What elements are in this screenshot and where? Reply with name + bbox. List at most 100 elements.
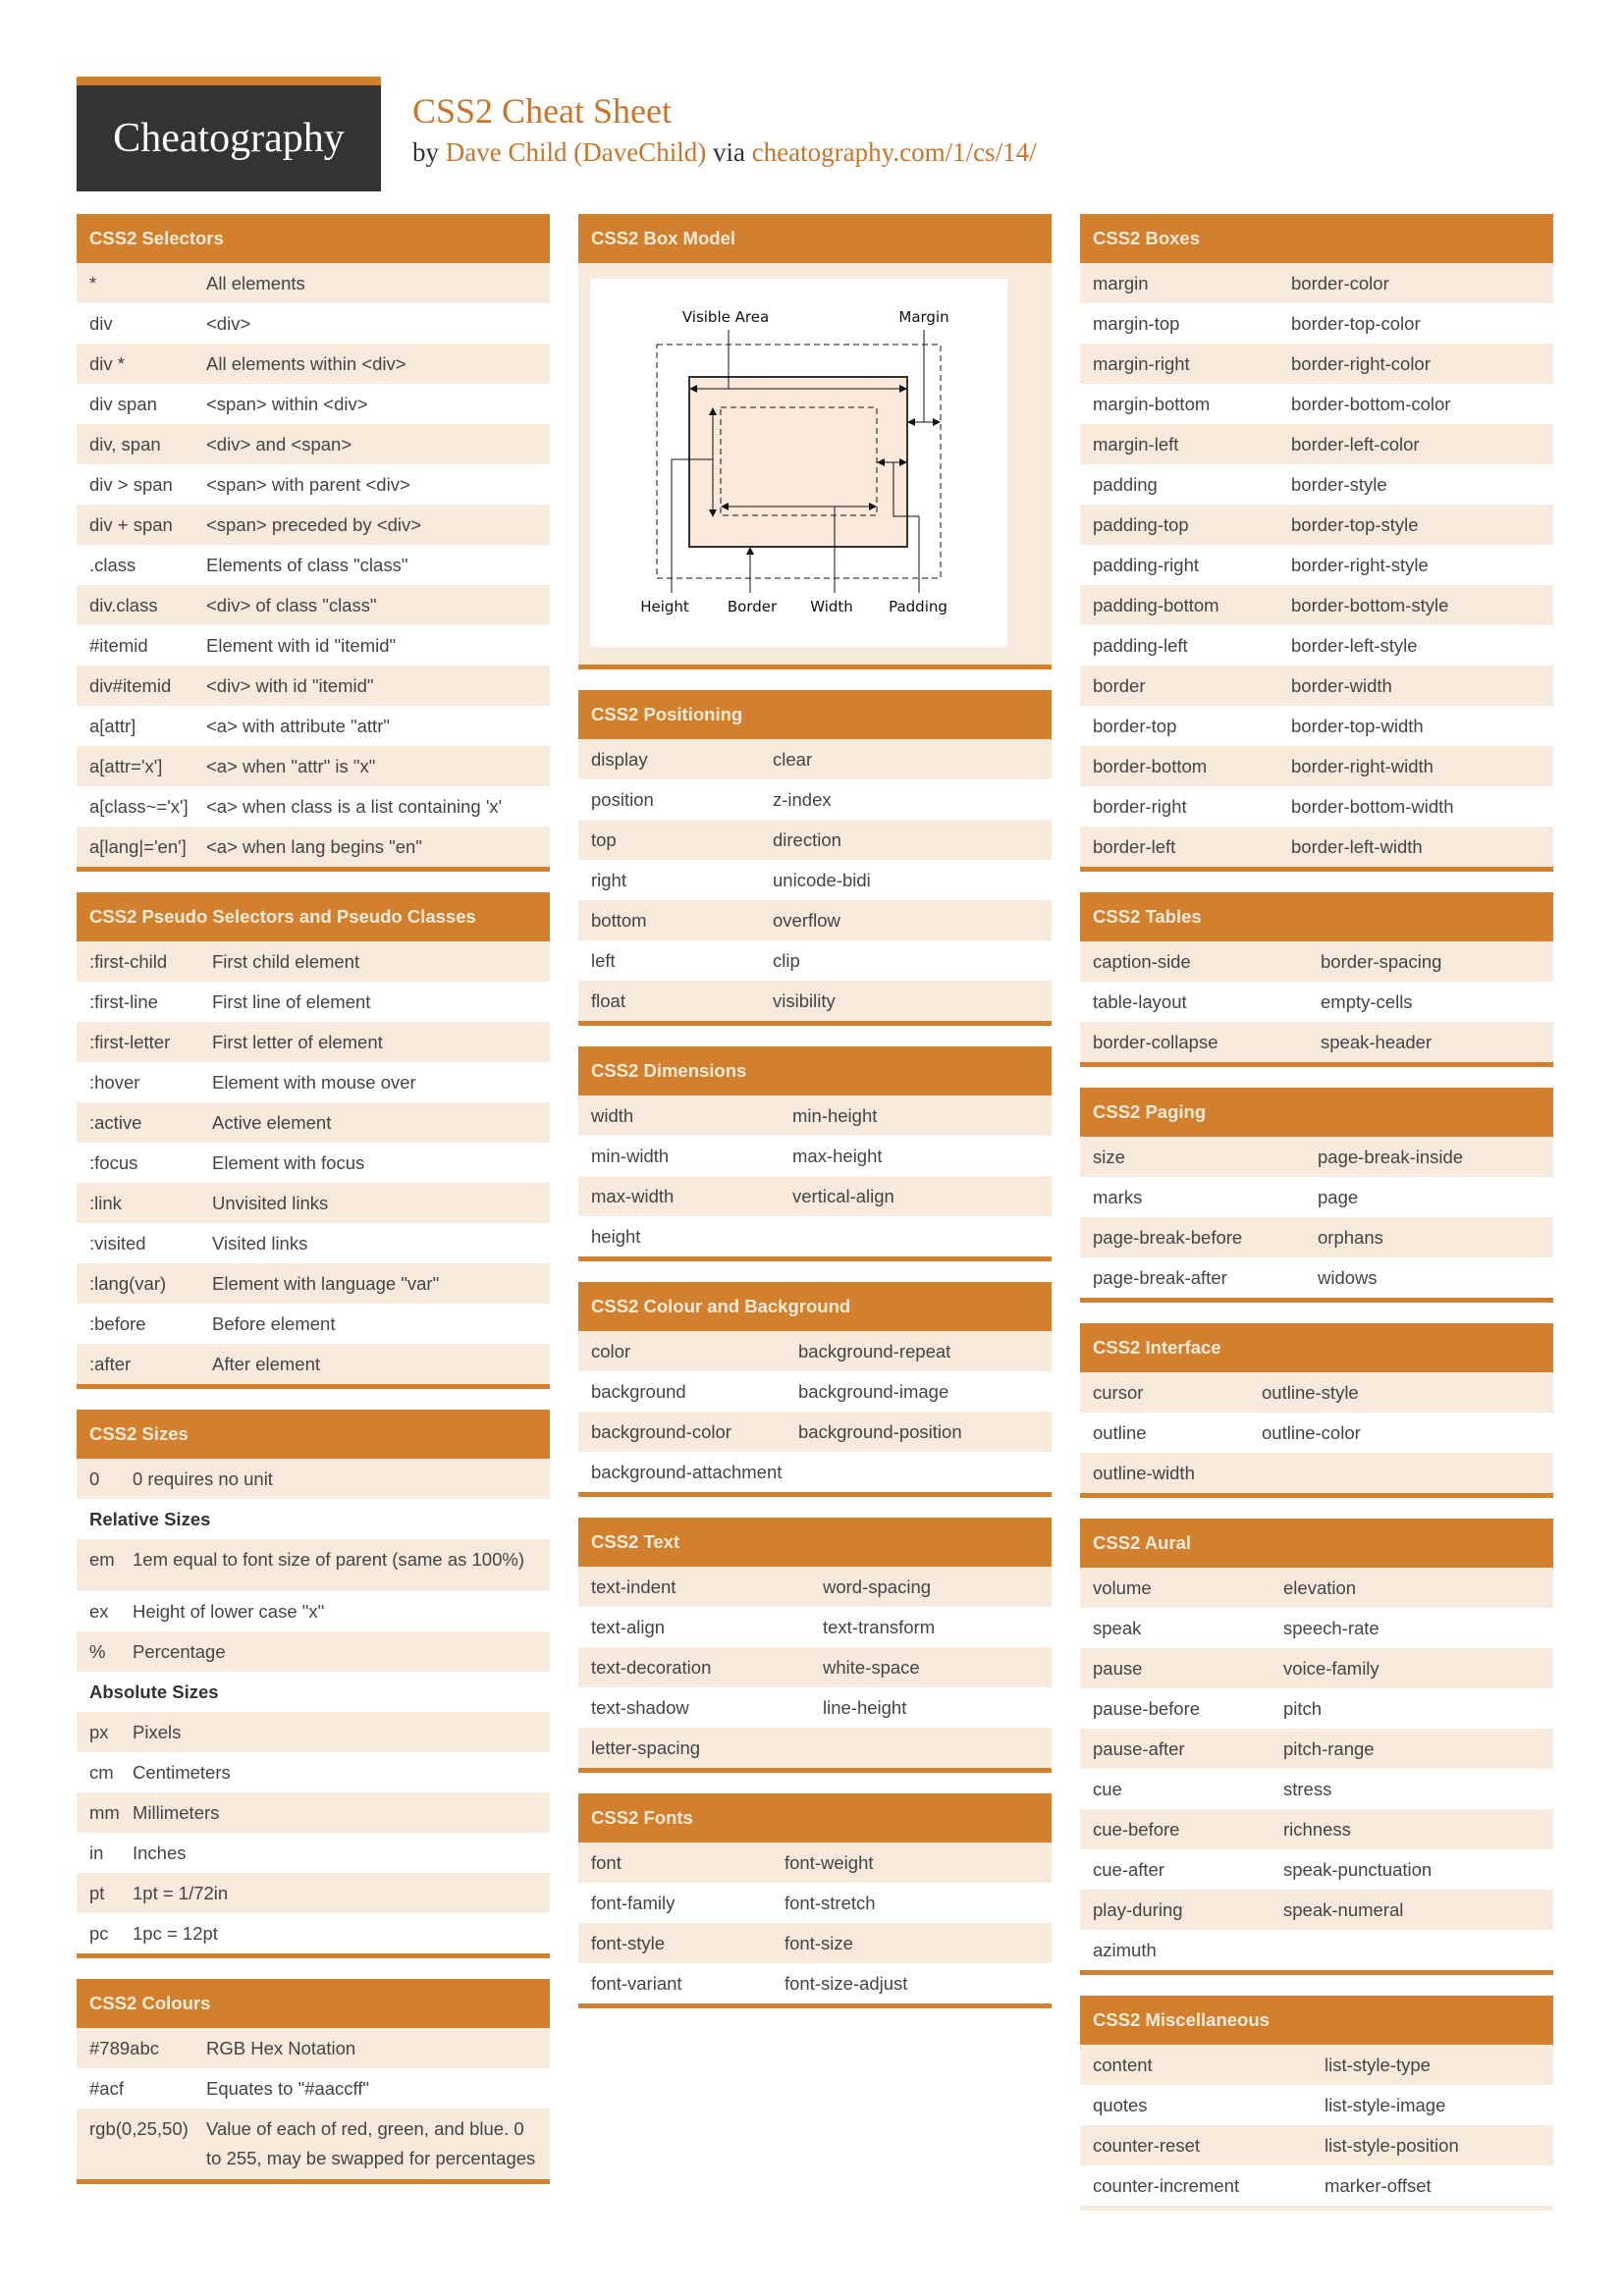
box-model-body: Visible Area Margin Height Border Width … bbox=[578, 263, 1052, 665]
table-row: ex Height of lower case "x" bbox=[77, 1591, 550, 1631]
row-key: :after bbox=[89, 1354, 132, 1374]
row-key: px bbox=[89, 1722, 109, 1742]
row-key: border bbox=[1093, 675, 1146, 696]
table-row: counter-reset list-style-position bbox=[1080, 2125, 1553, 2165]
table-row: counter-increment marker-offset bbox=[1080, 2165, 1553, 2206]
row-key: margin bbox=[1093, 273, 1149, 294]
row-value: Pixels bbox=[133, 1722, 182, 1742]
label-visible-area: Visible Area bbox=[682, 308, 769, 326]
row-value: 1em equal to font size of parent (same a… bbox=[133, 1549, 524, 1570]
row-key: font bbox=[591, 1852, 622, 1873]
section-css2-miscellaneous: CSS2 Miscellaneous content list-style-type… bbox=[1080, 1996, 1553, 2211]
row-value: 1pc = 12pt bbox=[133, 1923, 218, 1944]
row-key: font-style bbox=[591, 1933, 666, 1953]
row-value: page bbox=[1318, 1187, 1359, 1207]
row-value: <span> preceded by <div> bbox=[206, 514, 422, 535]
section-css2-boxes: CSS2 Boxes margin border-color margin-top bo… bbox=[1080, 214, 1553, 872]
table-row: a[lang|='en'] <a> when lang begins "en" bbox=[77, 827, 550, 867]
table-row: div <div> bbox=[77, 303, 550, 344]
padding-leader bbox=[893, 462, 920, 593]
row-key: max-width bbox=[591, 1186, 675, 1206]
row-value: orphans bbox=[1318, 1227, 1383, 1248]
table-row: background-attachment bbox=[578, 1452, 1052, 1492]
table-row: cursor outline-style bbox=[1080, 1372, 1553, 1413]
row-value: border-bottom-style bbox=[1291, 595, 1449, 615]
by-text: by bbox=[412, 137, 439, 167]
row-value bbox=[1325, 2206, 1553, 2211]
row-key: :lang(var) bbox=[89, 1273, 167, 1294]
row-key: div, span bbox=[89, 434, 161, 454]
row-key: outline bbox=[1093, 1422, 1147, 1443]
row-value: <div> bbox=[206, 313, 251, 334]
row-value: border-color bbox=[1291, 273, 1389, 294]
row-value: border-style bbox=[1291, 474, 1387, 495]
row-key: div * bbox=[89, 353, 125, 374]
table-row: left clip bbox=[578, 940, 1052, 981]
row-key: margin-right bbox=[1093, 353, 1190, 374]
row-key: azimuth bbox=[1093, 1940, 1157, 1960]
row-value: marker-offset bbox=[1325, 2175, 1432, 2196]
row-key: .class bbox=[89, 555, 136, 575]
table-row: div * All elements within <div> bbox=[77, 344, 550, 384]
sheet-url-link[interactable]: cheatography.com/1/cs/14/ bbox=[751, 137, 1037, 167]
row-value: empty-cells bbox=[1321, 991, 1413, 1012]
row-value: font-stretch bbox=[784, 1893, 876, 1913]
table-row: :lang(var) Element with language "var" bbox=[77, 1263, 550, 1304]
row-value: border-bottom-width bbox=[1291, 796, 1454, 817]
table-row: border-left border-left-width bbox=[1080, 827, 1553, 867]
column-3: CSS2 Boxes margin border-color margin-top bo… bbox=[1080, 214, 1553, 2211]
table-row: pause voice-family bbox=[1080, 1648, 1553, 1688]
table-row: border-bottom border-right-width bbox=[1080, 746, 1553, 786]
table-row: page-break-before orphans bbox=[1080, 1217, 1553, 1257]
row-value: 1pt = 1/72in bbox=[133, 1883, 229, 1903]
row-key: padding-right bbox=[1093, 555, 1199, 575]
row-key: size bbox=[1093, 1147, 1125, 1167]
table-row: div + span <span> preceded by <div> bbox=[77, 505, 550, 545]
row-key: page-break-after bbox=[1093, 1267, 1227, 1288]
table-row: margin-bottom border-bottom-color bbox=[1080, 384, 1553, 424]
row-key: border-right bbox=[1093, 796, 1187, 817]
row-key: :hover bbox=[89, 1072, 140, 1093]
table-row: text-align text-transform bbox=[578, 1607, 1052, 1647]
section-header: CSS2 Tables bbox=[1080, 892, 1553, 941]
table-row: text-shadow line-height bbox=[578, 1687, 1052, 1728]
table-row: pause-after pitch-range bbox=[1080, 1729, 1553, 1769]
section-header: CSS2 Positioning bbox=[578, 690, 1052, 739]
label-height: Height bbox=[640, 598, 689, 615]
row-key: font-variant bbox=[591, 1973, 682, 1994]
table-row: :first-child First child element bbox=[77, 941, 550, 982]
row-key: background-attachment bbox=[591, 1462, 783, 1482]
row-value: unicode-bidi bbox=[773, 870, 871, 890]
table-row: :hover Element with mouse over bbox=[77, 1062, 550, 1102]
row-key: 0 bbox=[89, 1468, 100, 1489]
row-key: table-layout bbox=[1093, 991, 1187, 1012]
row-value bbox=[1262, 1453, 1553, 1493]
row-value: All elements bbox=[206, 273, 305, 294]
label-border: Border bbox=[728, 598, 778, 615]
section-header: CSS2 Miscellaneous bbox=[1080, 1996, 1553, 2045]
row-value: After element bbox=[212, 1354, 321, 1374]
table-row: :first-letter First letter of element bbox=[77, 1022, 550, 1062]
row-value: border-spacing bbox=[1321, 951, 1442, 972]
section-css2-fonts: CSS2 Fonts font font-weight font-family font… bbox=[578, 1793, 1052, 2008]
row-key: outline-width bbox=[1093, 1463, 1195, 1483]
row-value: widows bbox=[1318, 1267, 1378, 1288]
row-value bbox=[823, 1728, 1052, 1768]
table-row: font-variant font-size-adjust bbox=[578, 1963, 1052, 2003]
table-row: :first-line First line of element bbox=[77, 982, 550, 1022]
height-leader bbox=[671, 458, 713, 593]
table-row: border-top border-top-width bbox=[1080, 706, 1553, 746]
table-row: max-width vertical-align bbox=[578, 1176, 1052, 1216]
row-value: clip bbox=[773, 950, 800, 971]
row-value: background-image bbox=[798, 1381, 949, 1402]
table-row: rgb(0,25,50) Value of each of red, green,… bbox=[77, 2109, 550, 2179]
cheatography-logo[interactable]: Cheatography bbox=[77, 77, 381, 191]
author-link[interactable]: Dave Child (DaveChild) bbox=[445, 137, 707, 167]
table-row: size page-break-inside bbox=[1080, 1137, 1553, 1177]
table-row: a[class~='x'] <a> when class is a list co… bbox=[77, 786, 550, 827]
subheading-row: Absolute Sizes bbox=[77, 1672, 550, 1712]
table-row: .class Elements of class "class" bbox=[77, 545, 550, 585]
row-key: #acf bbox=[89, 2078, 124, 2099]
row-key: margin-bottom bbox=[1093, 394, 1211, 414]
row-key: position bbox=[591, 789, 654, 810]
